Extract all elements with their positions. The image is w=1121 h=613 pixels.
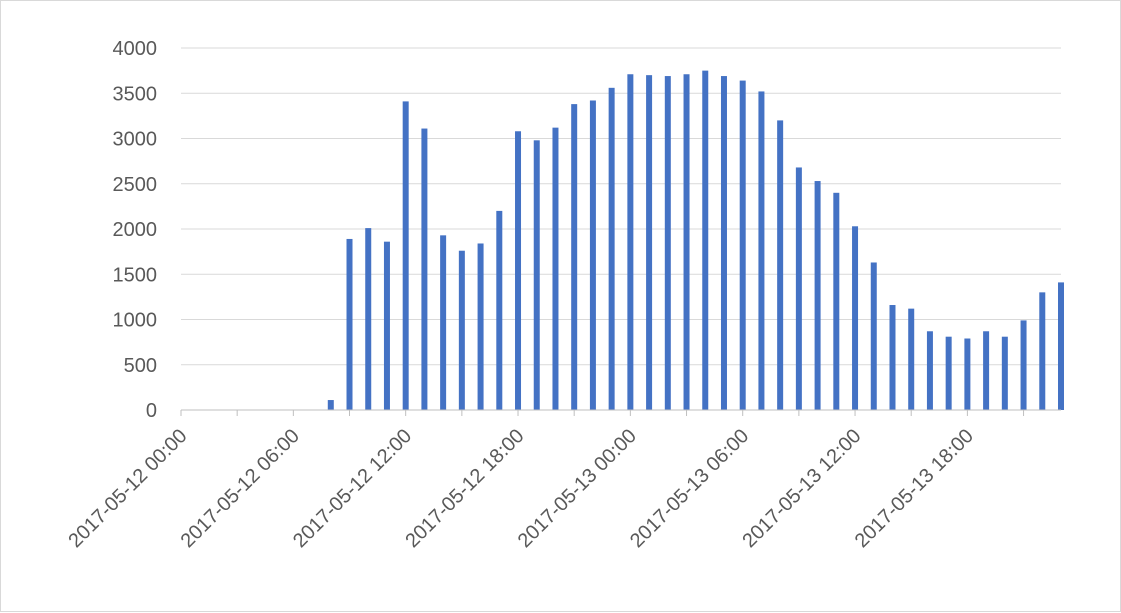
bar [964,338,971,410]
y-tick-label: 1500 [113,264,158,286]
y-tick-label: 1000 [113,310,158,332]
bar [627,74,634,411]
bar [1001,336,1008,410]
bar [646,75,653,411]
bar [327,400,334,410]
x-axis [180,409,1061,416]
bar [889,305,896,410]
bar [814,181,821,410]
x-tick-label: 2017-05-13 06:00 [626,425,753,552]
bar [720,76,727,411]
bar [365,228,372,410]
bar [552,127,559,410]
bar [926,331,933,410]
bar [683,74,690,411]
x-tick-label: 2017-05-12 12:00 [289,425,416,552]
bar [852,226,859,410]
gridlines [181,47,1061,366]
bar [983,331,990,410]
bar [739,80,746,410]
x-tick-label: 2017-05-12 00:00 [64,425,191,552]
bar [758,91,765,410]
x-tick-label: 2017-05-13 12:00 [738,425,865,552]
x-tick-label: 2017-05-13 18:00 [851,425,978,552]
bar [440,235,447,410]
bar [1020,320,1027,410]
bar [571,104,578,411]
bar [608,87,615,410]
x-tick-label: 2017-05-12 18:00 [401,425,528,552]
bar [795,167,802,410]
bar [702,70,709,410]
bar [421,128,428,411]
bar [945,336,952,410]
bar [496,210,503,410]
y-tick-label: 3000 [113,129,158,151]
y-tick-label: 2500 [113,174,158,196]
bar [870,262,877,410]
bar [1058,282,1064,410]
bar [777,120,784,411]
bar [402,101,409,411]
bar [833,192,840,410]
bar [346,238,353,410]
bar [533,140,540,410]
y-tick-label: 0 [146,400,157,422]
y-tick-label: 4000 [113,38,158,60]
bar [664,76,671,411]
y-axis-tick-labels: 0 500 1000 1500 2000 2500 3000 3500 4000 [113,38,158,422]
y-tick-label: 500 [124,355,157,377]
bar [908,308,915,410]
bar [589,100,596,411]
x-tick-label: 2017-05-13 00:00 [514,425,641,552]
bar [1039,292,1046,410]
x-tick-label: 2017-05-12 06:00 [177,425,304,552]
bar [383,241,390,410]
bars [327,70,1064,411]
bar [515,131,522,410]
bar [458,250,465,410]
bar [477,243,484,410]
y-tick-label: 3500 [113,83,158,105]
y-tick-label: 2000 [113,219,158,241]
